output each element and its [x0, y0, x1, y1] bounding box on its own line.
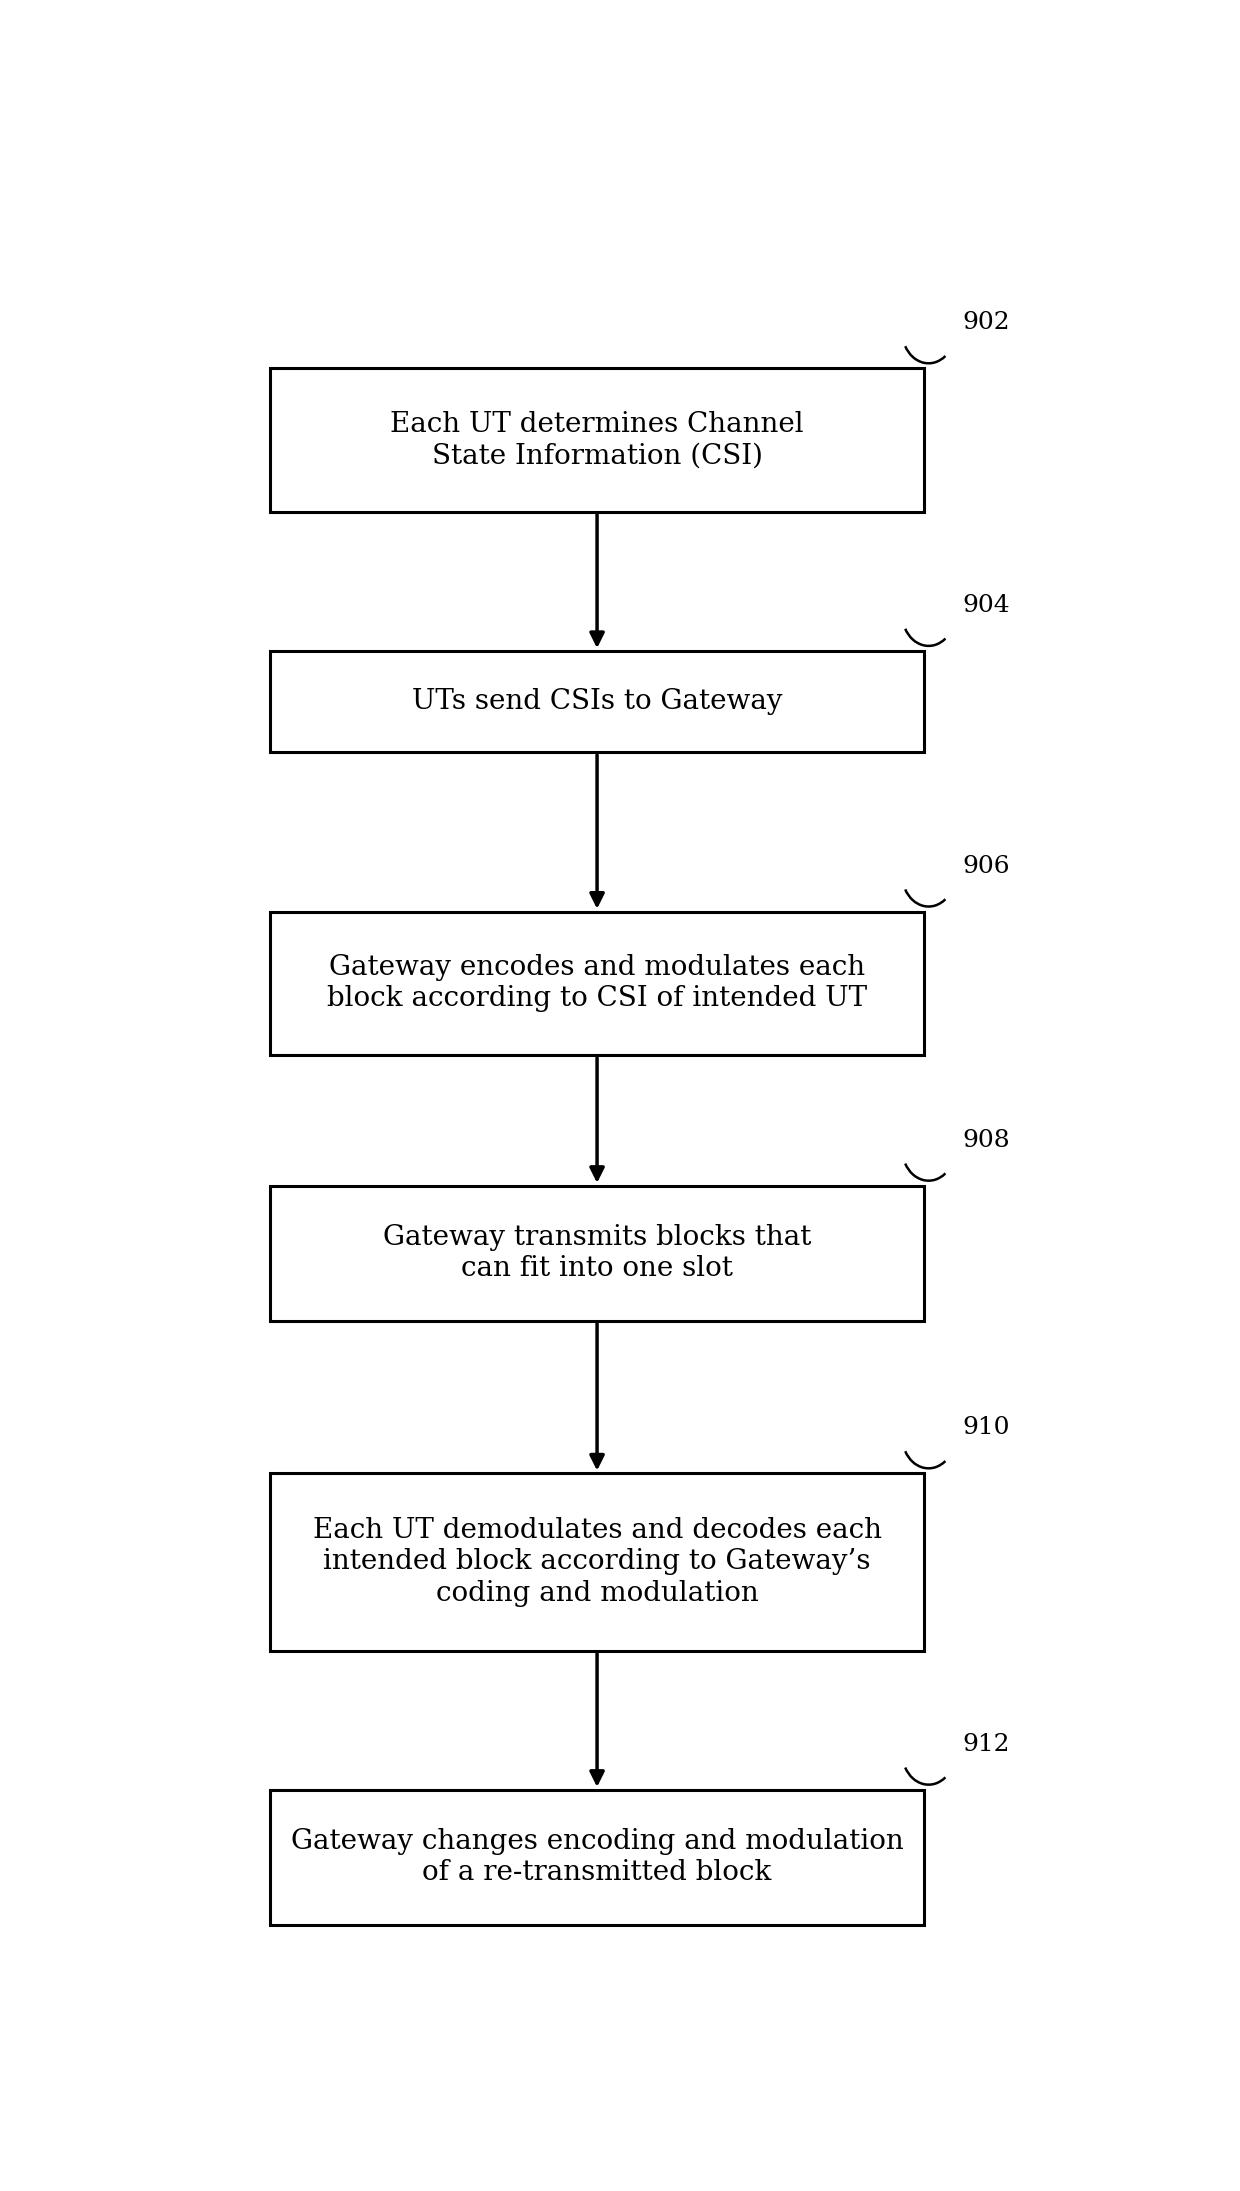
Text: Each UT determines Channel
State Information (CSI): Each UT determines Channel State Informa… — [391, 412, 804, 469]
Text: 904: 904 — [962, 594, 1011, 618]
Text: Gateway changes encoding and modulation
of a re-transmitted block: Gateway changes encoding and modulation … — [290, 1827, 904, 1886]
FancyBboxPatch shape — [270, 1185, 924, 1321]
Text: Gateway encodes and modulates each
block according to CSI of intended UT: Gateway encodes and modulates each block… — [327, 955, 867, 1012]
FancyBboxPatch shape — [270, 1472, 924, 1650]
Text: 908: 908 — [962, 1128, 1011, 1152]
Text: 910: 910 — [962, 1415, 1011, 1439]
FancyBboxPatch shape — [270, 1790, 924, 1924]
FancyBboxPatch shape — [270, 911, 924, 1056]
Text: 902: 902 — [962, 311, 1011, 335]
Text: Each UT demodulates and decodes each
intended block according to Gateway’s
codin: Each UT demodulates and decodes each int… — [312, 1516, 882, 1606]
FancyBboxPatch shape — [270, 651, 924, 752]
Text: 906: 906 — [962, 854, 1011, 879]
FancyBboxPatch shape — [270, 368, 924, 513]
Text: UTs send CSIs to Gateway: UTs send CSIs to Gateway — [412, 688, 782, 714]
Text: Gateway transmits blocks that
can fit into one slot: Gateway transmits blocks that can fit in… — [383, 1225, 811, 1282]
Text: 912: 912 — [962, 1733, 1011, 1755]
